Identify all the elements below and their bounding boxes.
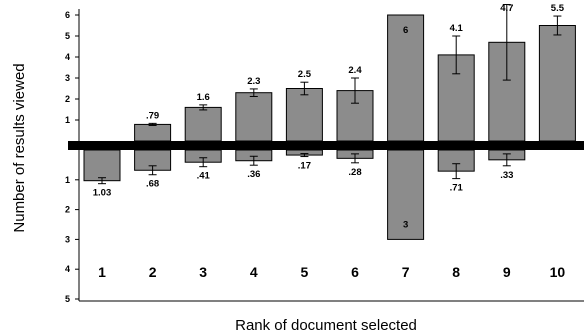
data-label-up: 5.5 — [551, 3, 565, 14]
data-label-down: .41 — [197, 171, 211, 182]
data-label-up: 2.5 — [298, 69, 312, 80]
bars — [68, 4, 584, 240]
y-tick-label: 5 — [65, 31, 70, 41]
y-tick-label: 4 — [65, 264, 70, 274]
x-tick-label: 1 — [98, 264, 106, 280]
bar-down — [83, 149, 121, 182]
y-axis-ticks: 1 2 3 4 5 6 1 2 3 4 5 — [65, 10, 79, 304]
data-label-up: 2.3 — [247, 76, 260, 87]
data-label-down: .71 — [450, 183, 464, 194]
x-tick-label: 4 — [250, 264, 258, 280]
y-tick-label: 2 — [65, 94, 70, 104]
y-tick-label: 5 — [65, 294, 70, 304]
x-tick-label: 3 — [199, 264, 207, 280]
zero-band — [68, 141, 584, 150]
x-tick-label: 5 — [301, 264, 309, 280]
data-label-down: .68 — [146, 179, 159, 190]
data-label-down: .36 — [247, 169, 260, 180]
data-label-up: 2.4 — [348, 65, 362, 76]
bar-down — [387, 149, 425, 240]
x-axis-ticks: 1 2 3 4 5 6 7 8 9 10 — [98, 264, 565, 280]
chart-frame — [78, 9, 584, 302]
bar-up — [538, 25, 576, 142]
data-label-up: 6 — [403, 25, 408, 36]
bar-up — [235, 92, 273, 142]
y-tick-label: 1 — [65, 175, 70, 185]
data-label-down: 3 — [403, 219, 408, 230]
data-label-down: .28 — [348, 167, 361, 178]
x-tick-label: 8 — [452, 264, 460, 280]
y-tick-label: 6 — [65, 10, 70, 20]
y-tick-label: 4 — [65, 52, 70, 62]
y-tick-label: 3 — [65, 73, 70, 83]
bar-up — [184, 106, 222, 142]
data-label-down: 1.03 — [93, 188, 112, 199]
data-label-up: 4.7 — [500, 3, 513, 14]
bar-up — [134, 123, 172, 142]
y-axis-title: Number of results viewed — [11, 63, 28, 232]
x-tick-label: 6 — [351, 264, 359, 280]
data-label-up: 1.6 — [197, 92, 210, 103]
data-label-down: .33 — [500, 170, 513, 181]
y-tick-label: 2 — [65, 205, 70, 215]
data-labels: 1.03 .79 .68 1.6 .41 2.3 .36 2.5 .17 2.4 .28 6 3 4.1.… — [93, 3, 565, 230]
y-tick-label: 3 — [65, 234, 70, 244]
y-tick-label: 1 — [65, 115, 70, 125]
x-tick-label: 9 — [503, 264, 511, 280]
x-axis-title: Rank of document selected — [235, 317, 417, 334]
x-tick-label: 10 — [550, 264, 566, 280]
data-label-up: 4.1 — [450, 23, 464, 34]
bar-up — [285, 88, 323, 142]
data-label-up: .79 — [146, 110, 159, 121]
x-tick-label: 2 — [149, 264, 157, 280]
data-label-down: .17 — [298, 161, 311, 172]
bar-up — [387, 14, 425, 142]
x-tick-label: 7 — [402, 264, 410, 280]
